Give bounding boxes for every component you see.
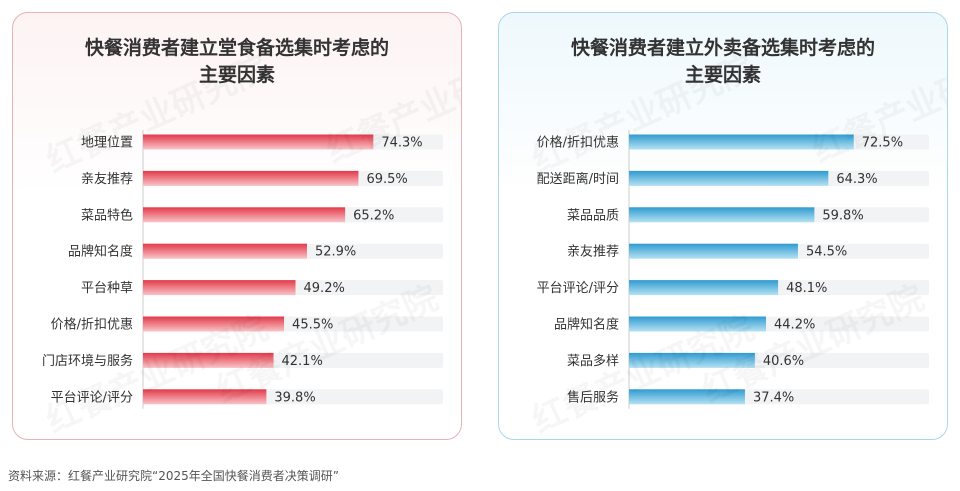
value-label: 54.5%: [806, 245, 847, 260]
value-label: 37.4%: [753, 390, 794, 405]
bar: [143, 243, 307, 259]
category-label: 配送距离/时间: [537, 171, 619, 187]
bar: [629, 170, 829, 186]
bar: [143, 352, 274, 368]
category-label: 菜品多样: [567, 353, 619, 369]
dine-in-chart-panel: 快餐消费者建立堂食备选集时考虑的 主要因素 地理位置 74.3% 亲友推荐 69.5%…: [12, 12, 462, 440]
bar: [143, 207, 346, 223]
category-label: 价格/折扣优惠: [537, 135, 619, 151]
value-label: 64.3%: [836, 172, 877, 187]
bar: [629, 243, 798, 259]
bar: [143, 280, 296, 296]
value-label: 69.5%: [366, 172, 407, 187]
bar: [143, 316, 285, 332]
category-label: 品牌知名度: [554, 317, 619, 333]
bar: [629, 316, 767, 332]
category-label: 菜品品质: [567, 208, 619, 223]
value-label: 59.8%: [822, 208, 863, 223]
bar: [143, 389, 267, 405]
bar: [143, 170, 359, 186]
value-label: 39.8%: [274, 390, 315, 405]
watermark: 红餐产业研究院: [806, 38, 948, 171]
value-label: 44.2%: [774, 318, 815, 333]
value-label: 74.3%: [381, 136, 422, 151]
category-label: 门店环境与服务: [42, 353, 133, 369]
chart-title: 快餐消费者建立外卖备选集时考虑的 主要因素: [570, 37, 875, 86]
category-label: 平台评论/评分: [51, 390, 133, 405]
category-label: 地理位置: [81, 136, 133, 151]
watermark: 红餐产业研究院: [40, 48, 274, 181]
category-label: 品牌知名度: [68, 244, 133, 260]
value-label: 72.5%: [862, 136, 903, 151]
category-label: 亲友推荐: [567, 244, 619, 260]
value-label: 49.2%: [304, 281, 345, 296]
category-label: 价格/折扣优惠: [51, 317, 133, 333]
delivery-bar-chart: 价格/折扣优惠 72.5% 配送距离/时间 64.3% 菜品品质 59.8% 亲友推荐 54.…: [526, 38, 948, 409]
value-label: 65.2%: [353, 208, 394, 223]
bar: [143, 134, 374, 150]
category-label: 平台评论/评分: [537, 281, 619, 296]
category-label: 售后服务: [567, 389, 619, 405]
dine-in-bar-chart: 地理位置 74.3% 亲友推荐 69.5% 菜品特色 65.2% 品牌知名度 52.9% 平台种…: [40, 38, 462, 409]
source-note: 资料来源：红餐产业研究院“2025年全国快餐消费者决策调研”: [8, 469, 339, 483]
value-label: 40.6%: [763, 354, 804, 369]
bar: [629, 352, 755, 368]
category-label: 亲友推荐: [81, 171, 133, 187]
category-label: 平台种草: [81, 281, 133, 296]
bar: [629, 389, 745, 405]
value-label: 52.9%: [315, 245, 356, 260]
watermark: 红餐产业研究院: [320, 38, 462, 171]
bar: [629, 134, 854, 150]
chart-title: 快餐消费者建立堂食备选集时考虑的 主要因素: [84, 37, 389, 86]
watermark: 红餐产业研究院: [526, 48, 760, 181]
bar: [629, 207, 815, 223]
bar: [629, 280, 779, 296]
value-label: 48.1%: [786, 281, 827, 296]
value-label: 42.1%: [282, 354, 323, 369]
delivery-chart-panel: 快餐消费者建立外卖备选集时考虑的 主要因素 价格/折扣优惠 72.5% 配送距离/时…: [498, 12, 948, 440]
value-label: 45.5%: [292, 318, 333, 333]
category-label: 菜品特色: [81, 207, 133, 223]
